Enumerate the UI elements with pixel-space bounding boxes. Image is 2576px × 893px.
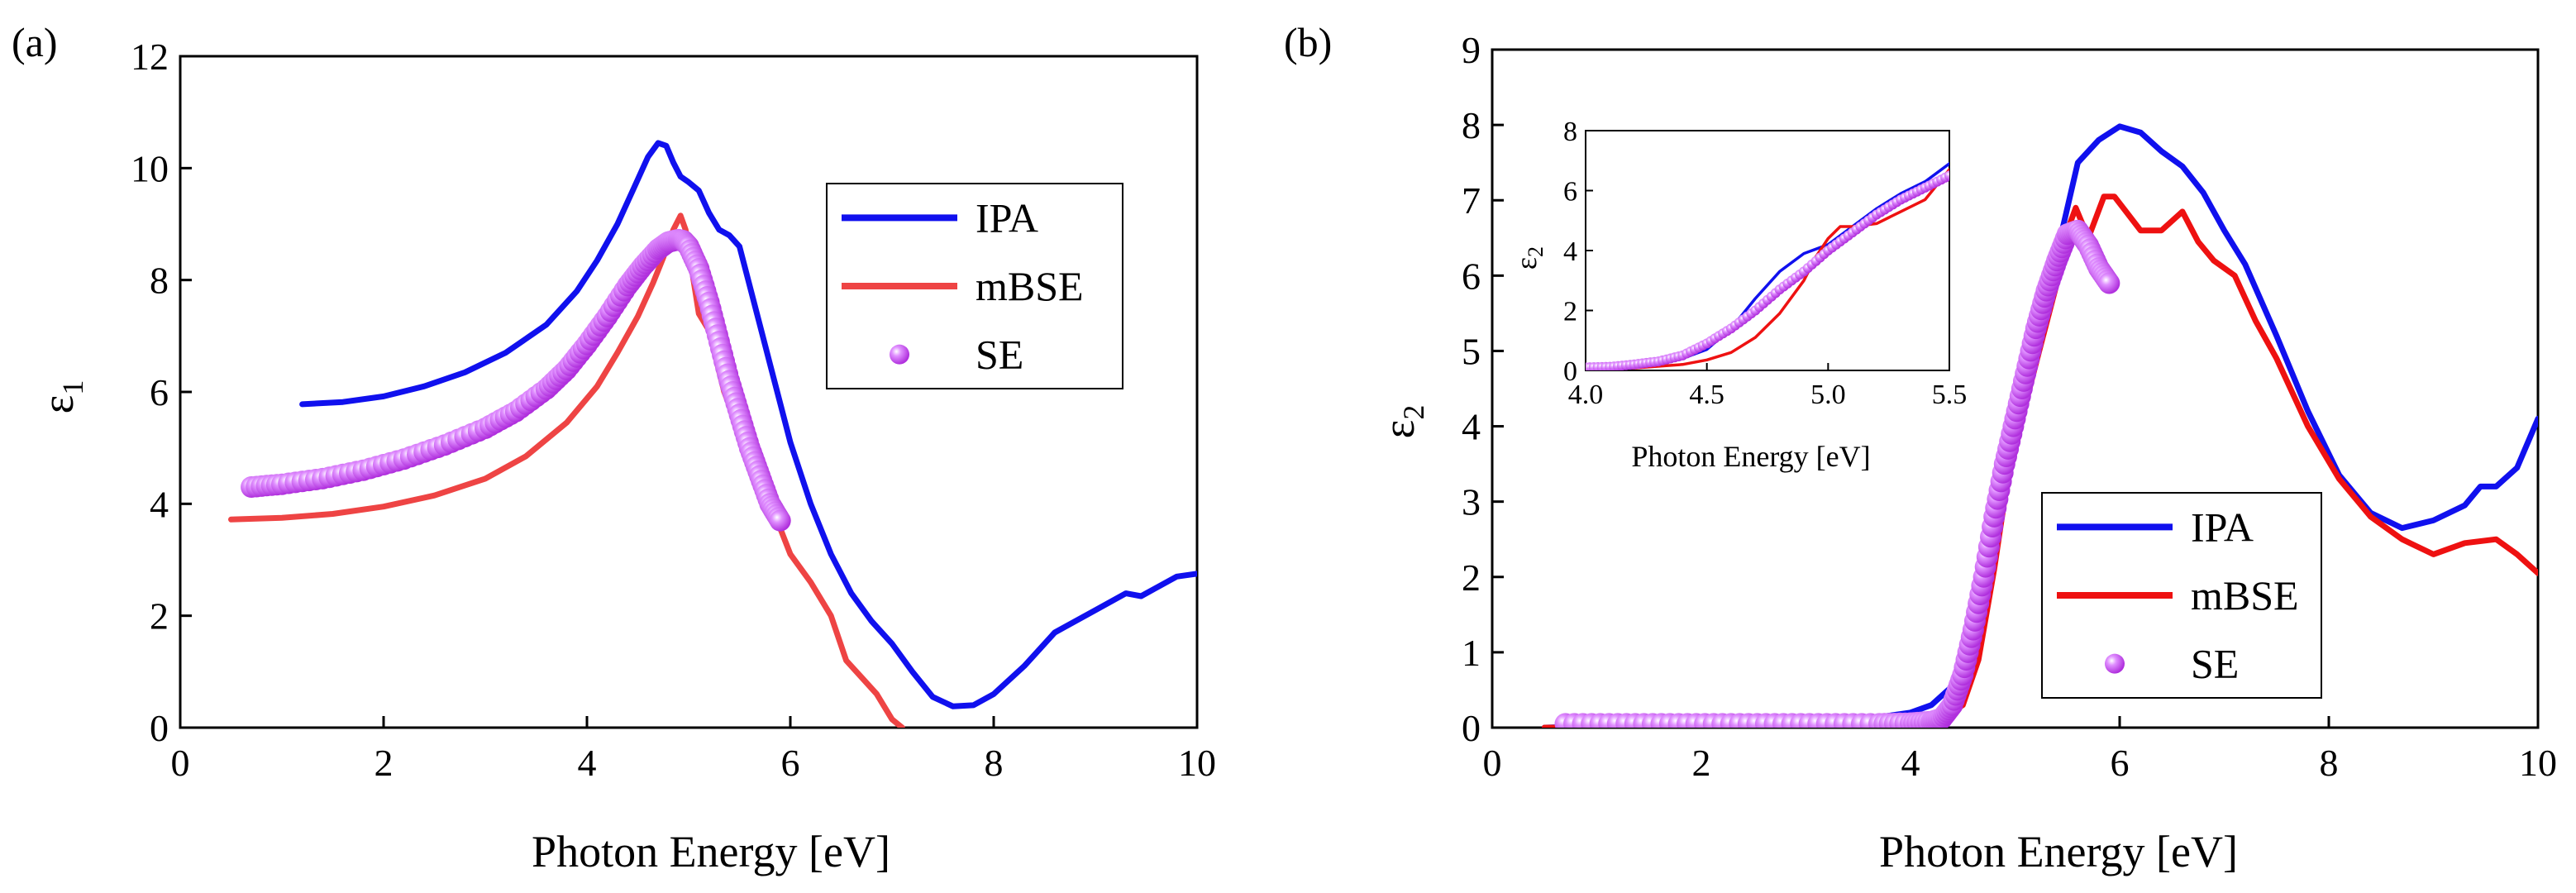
panel-a-xtick-label: 8 (985, 742, 1004, 784)
panel-a-se-markers (241, 228, 791, 532)
panel-b-plot: 0 2 4 6 8 10 0 1 2 3 4 5 6 7 8 9 IPA mBSE SE (1462, 29, 2557, 784)
panel-b-ytick-label: 1 (1462, 632, 1481, 674)
panel-b-ytick-label: 5 (1462, 330, 1481, 372)
inset-ytick-label: 8 (1563, 117, 1577, 147)
inset-se-markers (1586, 170, 1949, 370)
panel-b-se-markers (1554, 219, 2120, 728)
inset-ylabel: ε2 (1510, 246, 1548, 270)
panel-a-legend-mbse-label: mBSE (976, 263, 1084, 309)
panel-b-label: (b) (1284, 19, 1332, 65)
panel-b-legend-mbse-label: mBSE (2191, 572, 2299, 618)
panel-b-xtick-label: 0 (1483, 742, 1502, 784)
panel-b-ylabel-symbol: ε (1374, 420, 1424, 439)
panel-b-legend-se-label: SE (2191, 641, 2239, 687)
panel-a-ylabel: ε1 (33, 380, 89, 414)
panel-a-xtick-label: 0 (171, 742, 190, 784)
inset-ylabel-symbol: ε (1510, 257, 1543, 270)
panel-b-ipa-line (1541, 123, 2538, 728)
inset-ytick-label: 2 (1563, 297, 1577, 327)
inset-ytick-label: 4 (1563, 236, 1577, 267)
panel-b-ytick-label: 3 (1462, 481, 1481, 523)
panel-a-ipa-line (299, 140, 1197, 709)
panel-b-xtick-label: 10 (2519, 742, 2557, 784)
inset-ylabel-sub: 2 (1524, 246, 1548, 257)
inset-xtick-label: 5.0 (1810, 380, 1846, 410)
panel-a-frame (179, 55, 1199, 729)
panel-a-ylabel-sub: 1 (56, 380, 89, 395)
panel-a-ytick-label: 6 (150, 371, 169, 413)
panel-a-ylabel-symbol: ε (33, 395, 83, 414)
panel-b-legend-se-swatch (2105, 653, 2125, 674)
inset-se-point (1944, 170, 1949, 181)
panel-b-ytick-label: 6 (1462, 255, 1481, 297)
panel-a-xtick-label: 10 (1178, 742, 1216, 784)
inset-xtick-label: 4.5 (1689, 380, 1724, 410)
panel-b-ytick-label: 9 (1462, 29, 1481, 71)
panel-a-ytick-label: 0 (150, 707, 169, 749)
panel-a-legend-ipa-label: IPA (976, 194, 1038, 241)
panel-b-ytick-label: 8 (1462, 104, 1481, 146)
panel-b-ytick-label: 7 (1462, 179, 1481, 222)
panel-b-xtick-label: 8 (2320, 742, 2339, 784)
panel-a-xtick-label: 6 (781, 742, 800, 784)
panel-b-legend-ipa-label: IPA (2191, 504, 2254, 550)
panel-b-ylabel: ε2 (1374, 405, 1430, 439)
panel-a-legend-se-swatch (890, 344, 909, 365)
panel-a-xlabel: Photon Energy [eV] (532, 827, 890, 876)
panel-b-xtick-label: 4 (1901, 742, 1920, 784)
panel-b-ytick-label: 0 (1462, 707, 1481, 749)
panel-b-ylabel-sub: 2 (1397, 405, 1430, 420)
panel-b-xtick-label: 6 (2111, 742, 2130, 784)
panel-a-xtick-label: 2 (374, 742, 394, 784)
inset-ytick-label: 6 (1563, 177, 1577, 208)
panel-b-inset: 4.0 4.5 5.0 5.5 0 2 4 6 8 (1563, 117, 1967, 410)
inset-xtick-label: 5.5 (1932, 380, 1968, 410)
panel-a-legend-se-label: SE (976, 332, 1023, 378)
panel-b-ytick-label: 2 (1462, 556, 1481, 599)
panel-b-xtick-label: 2 (1692, 742, 1711, 784)
panel-a-label: (a) (12, 19, 58, 65)
inset-xlabel: Photon Energy [eV] (1631, 440, 1870, 473)
panel-a-plot: 0 2 4 6 8 10 0 2 4 6 8 10 12 IPA mBSE SE (131, 36, 1216, 784)
panel-a-xtick-label: 4 (578, 742, 597, 784)
panel-b-se-point (2098, 272, 2120, 294)
panel-b-xlabel: Photon Energy [eV] (1879, 827, 2238, 876)
panel-a-ytick-label: 12 (131, 36, 169, 78)
inset-xtick-label: 4.0 (1568, 380, 1604, 410)
panel-a-ytick-label: 2 (150, 595, 169, 638)
panel-a-ytick-label: 10 (131, 147, 169, 189)
panel-b-ytick-label: 4 (1462, 406, 1481, 448)
inset-ytick-label: 0 (1563, 356, 1577, 387)
panel-a-ytick-label: 4 (150, 483, 169, 525)
panel-a-ytick-label: 8 (150, 260, 169, 302)
panel-b-frame (1491, 48, 2540, 729)
inset-background (1586, 131, 1949, 370)
panel-a-se-point (769, 509, 791, 532)
